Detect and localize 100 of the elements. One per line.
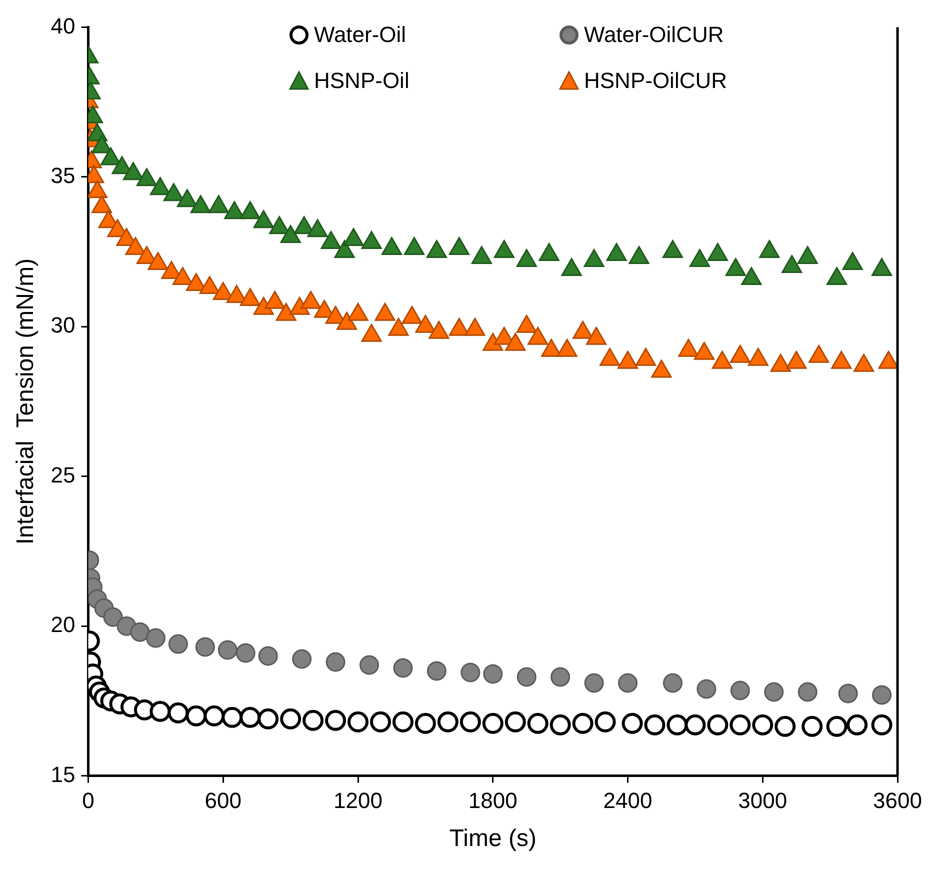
point xyxy=(471,246,492,264)
point xyxy=(426,240,447,258)
point xyxy=(516,667,536,687)
point xyxy=(842,252,863,270)
x-axis-title: Time (s) xyxy=(449,825,536,852)
point xyxy=(320,231,342,250)
point xyxy=(325,710,346,731)
point xyxy=(218,640,238,660)
point xyxy=(797,246,818,264)
point xyxy=(437,711,458,732)
point xyxy=(707,714,728,736)
point xyxy=(460,711,481,732)
point xyxy=(826,266,848,285)
point xyxy=(871,714,892,736)
point xyxy=(622,712,643,734)
point xyxy=(538,243,560,262)
point xyxy=(370,711,392,732)
point xyxy=(163,183,184,202)
x-tick-label: 2400 xyxy=(603,788,652,814)
legend-label: Water-Oil xyxy=(314,22,406,48)
point xyxy=(483,664,503,684)
point xyxy=(527,712,548,734)
point xyxy=(150,177,170,196)
point xyxy=(361,231,382,250)
point xyxy=(343,228,364,246)
point xyxy=(550,714,571,736)
y-axis-title: Interfacial Tension (mN/m) xyxy=(12,258,40,545)
point xyxy=(392,711,414,732)
x-tick-label: 600 xyxy=(204,788,242,814)
point xyxy=(280,708,302,730)
point xyxy=(707,243,728,262)
point xyxy=(774,716,796,737)
legend-label: HSNP-Oil xyxy=(314,68,410,94)
point xyxy=(838,684,858,704)
point xyxy=(628,246,650,264)
point xyxy=(208,195,229,214)
point xyxy=(460,662,480,682)
point xyxy=(236,643,256,663)
x-tick-label: 1200 xyxy=(334,788,382,814)
point xyxy=(448,237,470,256)
point xyxy=(666,714,688,736)
point xyxy=(782,255,802,273)
point xyxy=(644,714,666,736)
point xyxy=(846,714,868,736)
point xyxy=(253,210,274,228)
point xyxy=(360,655,380,675)
point xyxy=(414,712,436,734)
point xyxy=(224,201,245,220)
point xyxy=(594,711,616,732)
point xyxy=(662,240,684,258)
legend-label: HSNP-OilCUR xyxy=(584,68,727,94)
point xyxy=(292,649,312,669)
point xyxy=(872,685,892,705)
point xyxy=(482,712,504,734)
point xyxy=(662,673,682,693)
point xyxy=(725,258,746,276)
point xyxy=(186,705,207,726)
point xyxy=(802,716,823,737)
point xyxy=(280,225,301,244)
point xyxy=(741,266,762,285)
point xyxy=(195,637,215,657)
point xyxy=(516,249,537,268)
point xyxy=(168,702,189,724)
point xyxy=(326,652,346,672)
point xyxy=(204,705,225,726)
point xyxy=(730,714,751,736)
point xyxy=(689,249,710,268)
x-tick-label: 3000 xyxy=(738,788,788,814)
point xyxy=(606,243,627,262)
point xyxy=(798,682,818,702)
point xyxy=(826,716,848,737)
point xyxy=(764,682,784,702)
point xyxy=(334,240,355,258)
point xyxy=(730,680,750,700)
point xyxy=(176,189,198,208)
point xyxy=(190,195,211,214)
point xyxy=(684,714,706,736)
y-tick-label: 30 xyxy=(50,312,76,338)
point xyxy=(168,634,188,654)
point xyxy=(696,679,716,699)
y-tick-label: 25 xyxy=(50,462,76,488)
point xyxy=(572,712,594,734)
point xyxy=(381,237,402,256)
x-tick-label: 3600 xyxy=(873,788,922,814)
point xyxy=(150,700,171,722)
point xyxy=(759,240,780,258)
point xyxy=(404,237,424,256)
point xyxy=(504,711,526,732)
point xyxy=(561,258,582,276)
point xyxy=(222,706,243,728)
point xyxy=(258,646,278,666)
point xyxy=(584,673,604,693)
point xyxy=(348,711,369,732)
point xyxy=(393,658,413,678)
point xyxy=(584,249,604,268)
point xyxy=(307,219,328,238)
point xyxy=(258,708,279,730)
point xyxy=(426,661,446,681)
point xyxy=(494,240,514,258)
point xyxy=(130,622,150,642)
